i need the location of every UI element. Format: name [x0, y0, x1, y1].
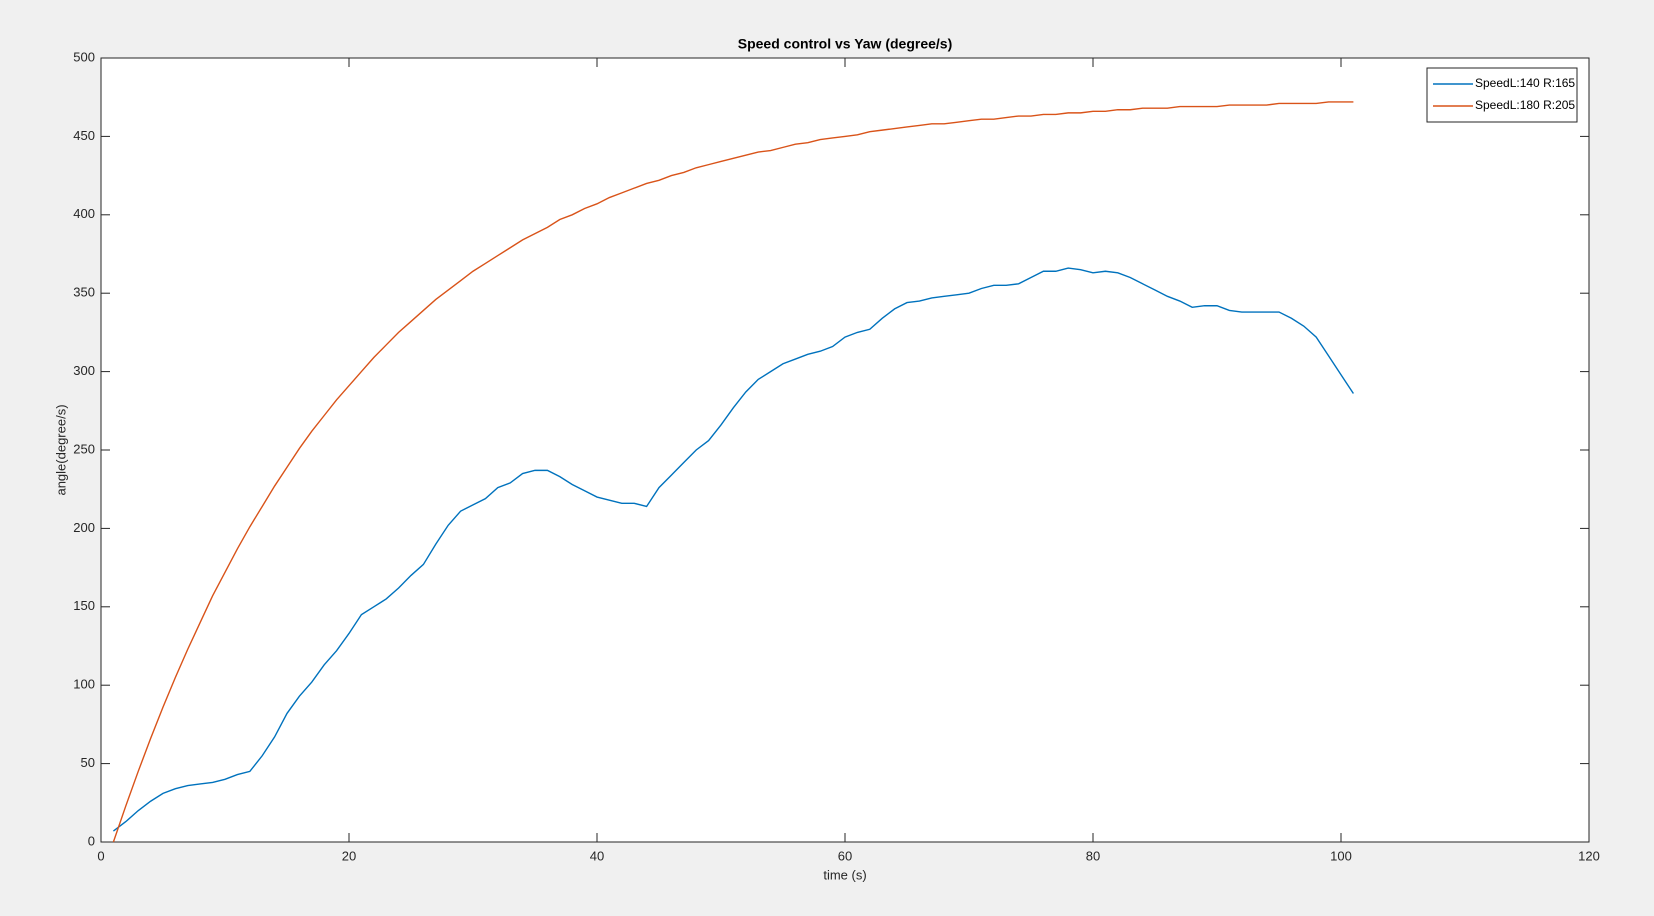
series-line [112, 267, 1354, 832]
y-tick-label: 50 [81, 755, 95, 770]
series-line [112, 101, 1354, 843]
x-tick-label: 60 [838, 848, 852, 863]
y-axis-label: angle(degree/s) [53, 404, 68, 495]
x-tick-label: 20 [342, 848, 356, 863]
y-tick-label: 350 [73, 285, 95, 300]
legend-box [1426, 67, 1578, 123]
x-tick-label: 0 [97, 848, 104, 863]
x-tick-label: 100 [1330, 848, 1352, 863]
y-tick-label: 100 [73, 677, 95, 692]
y-tick-label: 150 [73, 598, 95, 613]
y-tick-label: 250 [73, 441, 95, 456]
chart-title: Speed control vs Yaw (degree/s) [738, 36, 952, 52]
x-axis-label: time (s) [823, 867, 866, 882]
legend-label: SpeedL:140 R:165 [1475, 76, 1575, 90]
plot-area [101, 58, 1589, 842]
y-tick-label: 400 [73, 206, 95, 221]
axes-box [100, 57, 1590, 843]
y-tick-label: 0 [88, 833, 95, 848]
x-tick-label: 40 [590, 848, 604, 863]
x-tick-label: 120 [1578, 848, 1600, 863]
y-tick-label: 500 [73, 49, 95, 64]
x-tick-label: 80 [1086, 848, 1100, 863]
y-tick-label: 450 [73, 128, 95, 143]
y-tick-label: 300 [73, 363, 95, 378]
y-tick-label: 200 [73, 520, 95, 535]
legend-label: SpeedL:180 R:205 [1475, 98, 1575, 112]
